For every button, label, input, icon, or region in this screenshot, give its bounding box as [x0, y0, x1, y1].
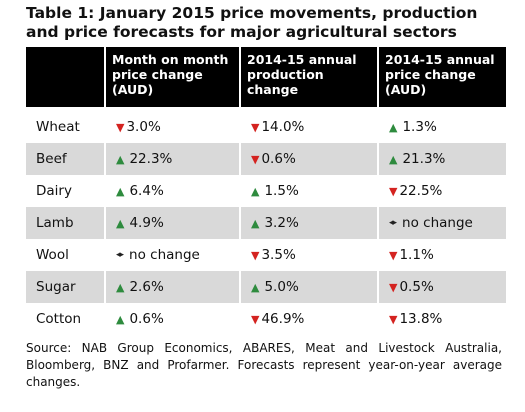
value-cell: ▼ 0.6% [239, 143, 377, 175]
table-row: Cotton ▲ 0.6% ▼ 46.9% ▼ 13.8% [26, 303, 506, 335]
value-text: 2.6% [129, 279, 164, 295]
up-triangle-icon: ▲ [251, 280, 260, 294]
commodity-name: Cotton [36, 311, 82, 327]
down-triangle-icon: ▼ [251, 152, 260, 166]
source-note: Source: NAB Group Economics, ABARES, Mea… [26, 341, 502, 389]
value-text: 1.5% [264, 183, 299, 199]
commodity-name: Wool [36, 247, 69, 263]
value-text: 0.6% [129, 311, 164, 327]
down-triangle-icon: ▼ [251, 120, 260, 134]
header-blank [26, 47, 104, 107]
down-triangle-icon: ▼ [116, 120, 125, 134]
commodity-name: Dairy [36, 183, 72, 199]
table-title: Table 1: January 2015 price movements, p… [26, 4, 478, 41]
commodity-name: Sugar [36, 279, 76, 295]
up-triangle-icon: ▲ [251, 216, 260, 230]
left-right-arrows-icon: ◂▸ [116, 250, 124, 260]
value-text: 14.0% [261, 119, 305, 135]
value-cell: ▲ 21.3% [377, 143, 506, 175]
up-triangle-icon: ▲ [116, 152, 125, 166]
value-cell: ▲ 5.0% [239, 271, 377, 303]
header-month-price: Month on month price change (AUD) [104, 47, 239, 107]
table-row: Dairy ▲ 6.4% ▲ 1.5% ▼ 22.5% [26, 175, 506, 207]
up-triangle-icon: ▲ [389, 152, 398, 166]
down-triangle-icon: ▼ [389, 184, 398, 198]
value-cell: ▲ 3.2% [239, 207, 377, 239]
value-text: no change [402, 215, 473, 231]
table-row: Lamb ▲ 4.9% ▲ 3.2% ◂▸ no change [26, 207, 506, 239]
table-row: Beef ▲ 22.3% ▼ 0.6% ▲ 21.3% [26, 143, 506, 175]
down-triangle-icon: ▼ [389, 248, 398, 262]
value-cell: ▼ 46.9% [239, 303, 377, 335]
value-cell: ▲ 2.6% [104, 271, 239, 303]
table-row: Wheat ▼ 3.0% ▼ 14.0% ▲ 1.3% [26, 111, 506, 143]
table-row: Sugar ▲ 2.6% ▲ 5.0% ▼ 0.5% [26, 271, 506, 303]
value-text: 22.5% [399, 183, 443, 199]
value-cell: ▼ 22.5% [377, 175, 506, 207]
value-text: 4.9% [129, 215, 164, 231]
down-triangle-icon: ▼ [389, 312, 398, 326]
value-text: no change [129, 247, 200, 263]
value-text: 5.0% [264, 279, 299, 295]
value-text: 1.3% [402, 119, 437, 135]
value-text: 0.6% [261, 151, 296, 167]
up-triangle-icon: ▲ [116, 280, 125, 294]
value-cell: ▲ 4.9% [104, 207, 239, 239]
value-cell: ▲ 1.3% [377, 111, 506, 143]
value-text: 6.4% [129, 183, 164, 199]
value-text: 22.3% [129, 151, 173, 167]
value-text: 3.5% [261, 247, 296, 263]
value-cell: ▼ 3.0% [104, 111, 239, 143]
down-triangle-icon: ▼ [389, 280, 398, 294]
value-cell: ▲ 1.5% [239, 175, 377, 207]
value-cell: ▲ 6.4% [104, 175, 239, 207]
commodity-name: Wheat [36, 119, 80, 135]
table-header: Month on month price change (AUD) 2014-1… [26, 47, 506, 107]
value-text: 0.5% [399, 279, 434, 295]
value-text: 46.9% [261, 311, 305, 327]
value-text: 21.3% [402, 151, 446, 167]
table-row: Wool ◂▸ no change ▼ 3.5% ▼ 1.1% [26, 239, 506, 271]
left-right-arrows-icon: ◂▸ [389, 218, 397, 228]
price-table: Month on month price change (AUD) 2014-1… [26, 47, 506, 335]
value-cell: ▲ 0.6% [104, 303, 239, 335]
up-triangle-icon: ▲ [389, 120, 398, 134]
commodity-name: Lamb [36, 215, 74, 231]
value-cell: ◂▸ no change [377, 207, 506, 239]
table-body: Wheat ▼ 3.0% ▼ 14.0% ▲ 1.3% Beef ▲ 22.3% ▼ 0.6% ▲ 21.… [26, 111, 506, 335]
value-cell: ▼ 1.1% [377, 239, 506, 271]
value-text: 3.0% [126, 119, 161, 135]
up-triangle-icon: ▲ [116, 184, 125, 198]
down-triangle-icon: ▼ [251, 312, 260, 326]
value-cell: ◂▸ no change [104, 239, 239, 271]
header-annual-price: 2014-15 annual price change (AUD) [377, 47, 506, 107]
value-cell: ▼ 0.5% [377, 271, 506, 303]
value-cell: ▼ 13.8% [377, 303, 506, 335]
up-triangle-icon: ▲ [116, 312, 125, 326]
down-triangle-icon: ▼ [251, 248, 260, 262]
value-cell: ▼ 14.0% [239, 111, 377, 143]
value-text: 1.1% [399, 247, 434, 263]
value-cell: ▼ 3.5% [239, 239, 377, 271]
value-cell: ▲ 22.3% [104, 143, 239, 175]
up-triangle-icon: ▲ [251, 184, 260, 198]
header-annual-production: 2014-15 annual production change [239, 47, 377, 107]
value-text: 13.8% [399, 311, 443, 327]
value-text: 3.2% [264, 215, 299, 231]
commodity-name: Beef [36, 151, 67, 167]
up-triangle-icon: ▲ [116, 216, 125, 230]
